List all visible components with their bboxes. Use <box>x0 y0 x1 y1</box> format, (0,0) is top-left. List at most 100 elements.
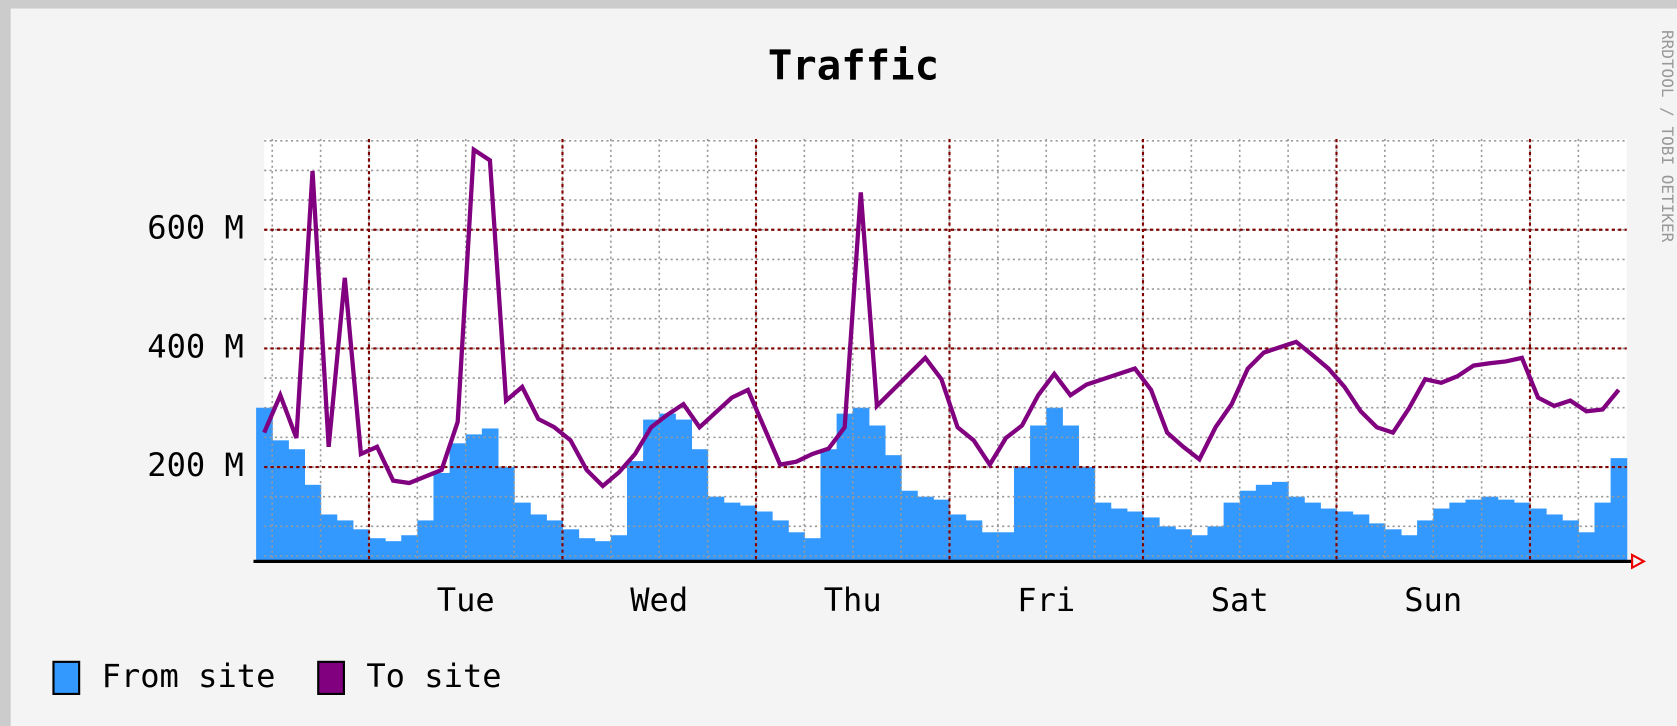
area-bar <box>772 520 789 562</box>
legend-label: From site <box>102 657 276 695</box>
y-tick-label: 400 M <box>147 327 244 365</box>
area-bar <box>852 407 870 562</box>
area-bar <box>304 484 322 562</box>
y-tick-label: 600 M <box>147 209 244 247</box>
area-bar <box>626 461 644 562</box>
area-bar <box>1110 508 1128 562</box>
area-bar <box>610 535 628 562</box>
area-bar <box>272 440 289 562</box>
area-bar <box>1433 508 1450 562</box>
area-bar <box>1400 535 1418 562</box>
area-bar <box>1255 484 1273 562</box>
area-bar <box>1320 508 1338 562</box>
area-bar <box>465 434 483 562</box>
area-bar <box>1562 520 1579 562</box>
area-bar <box>1513 502 1531 562</box>
area-bar <box>1223 502 1241 562</box>
area-bar <box>804 538 822 562</box>
area-bar <box>1013 467 1031 562</box>
x-tick-label: Tue <box>437 581 495 619</box>
x-axis-arrow <box>1631 553 1647 570</box>
area-bar <box>594 541 612 562</box>
area-bar <box>497 467 515 562</box>
area-bar <box>917 496 934 562</box>
area-bar <box>1481 496 1499 562</box>
area-bar <box>1030 425 1047 562</box>
area-bar <box>981 532 999 562</box>
area-bar <box>562 529 580 562</box>
area-bar <box>1046 407 1063 562</box>
area-bar <box>755 511 773 562</box>
area-bar <box>1417 520 1434 562</box>
area-bar <box>723 502 741 562</box>
area-bar <box>1610 458 1628 562</box>
area-bar <box>368 538 386 562</box>
area-bar <box>417 520 435 562</box>
area-bar <box>1175 529 1192 562</box>
area-bar <box>1449 502 1467 562</box>
area-bar <box>1465 499 1483 562</box>
area-bar <box>691 449 709 562</box>
area-bar <box>336 520 354 562</box>
x-tick-label: Fri <box>1017 581 1075 619</box>
area-bar <box>1142 517 1160 562</box>
area-bar <box>1594 502 1612 562</box>
area-bar <box>433 472 451 562</box>
area-bar <box>1078 467 1096 562</box>
area-bar <box>1529 508 1547 562</box>
area-bar <box>288 449 306 562</box>
axes: 200 M 400 M 600 M Tue Wed Thu Fri Sat Sun <box>147 209 1647 619</box>
area-bar <box>481 428 499 562</box>
area-bar <box>707 496 725 562</box>
area-bar <box>449 443 467 562</box>
area-bar <box>1368 523 1386 562</box>
area-bar <box>1191 535 1209 562</box>
area-bar <box>530 514 547 562</box>
area-bar <box>933 499 951 562</box>
area-bar <box>675 419 693 562</box>
area-bar <box>868 425 886 562</box>
area-bar <box>884 455 902 562</box>
x-tick-label: Wed <box>630 581 688 619</box>
area-bar <box>514 502 531 562</box>
x-tick-label: Thu <box>824 581 882 619</box>
area-bar <box>546 520 564 562</box>
line <box>262 145 1621 489</box>
legend-swatch <box>317 660 345 695</box>
area-bar <box>965 520 983 562</box>
chart-title: Traffic <box>768 41 939 89</box>
area-bar <box>659 413 676 562</box>
area-bar <box>1336 511 1354 562</box>
area-bar <box>1159 526 1176 562</box>
area-bar <box>901 490 918 562</box>
area-bar <box>1126 511 1144 562</box>
area-bar <box>256 407 273 562</box>
area-bar <box>401 535 418 562</box>
legend-label: To site <box>366 657 501 695</box>
area-bar <box>578 538 596 562</box>
area-bar <box>385 541 402 562</box>
area-bar <box>1094 502 1112 562</box>
area-bar <box>1546 514 1563 562</box>
marks <box>256 407 1628 562</box>
watermark: RRDTOOL / TOBI OETIKER <box>1658 30 1677 243</box>
area-bar <box>1384 529 1402 562</box>
area-bar <box>1239 490 1257 562</box>
area-bar <box>739 505 757 562</box>
area-bar <box>643 419 660 562</box>
area-bar <box>1271 481 1289 562</box>
area-bar <box>1497 499 1515 562</box>
x-tick-label: Sat <box>1211 581 1269 619</box>
area-bar <box>997 532 1015 562</box>
legend-swatch <box>52 660 81 695</box>
area-bar <box>836 413 854 562</box>
x-tick-label: Sun <box>1404 581 1462 619</box>
area-bar <box>1304 502 1321 562</box>
area-bar <box>1578 532 1596 562</box>
area-bar <box>352 529 370 562</box>
area-bar <box>1352 514 1370 562</box>
area-bar <box>1207 526 1225 562</box>
y-tick-label: 200 M <box>147 446 244 484</box>
area-bar <box>1062 425 1080 562</box>
